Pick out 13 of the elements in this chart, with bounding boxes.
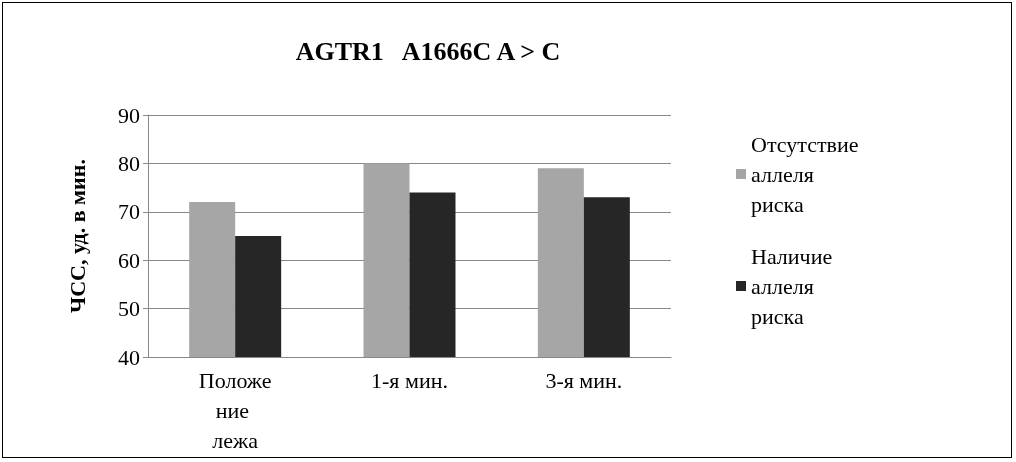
y-tick-label: 40 — [118, 344, 140, 370]
x-tick-label: Положение лежа — [198, 367, 272, 453]
y-tick-label: 90 — [118, 102, 140, 128]
x-tick-label: 3-я мин. — [545, 367, 623, 393]
x-tick-label: 1-я мин. — [371, 367, 448, 393]
y-tick-label: 60 — [118, 247, 140, 273]
y-tick-label: 50 — [118, 296, 140, 322]
chart-title: AGTR1 A1666C A > C — [295, 36, 561, 66]
y-tick-label: 70 — [118, 199, 140, 225]
y-tick-label: 80 — [118, 150, 140, 176]
y-axis-title: ЧСС, уд. в мин. — [64, 159, 90, 313]
legend-label: Наличие аллеля риска — [751, 243, 838, 329]
legend-label: Отсутствие аллеля риска — [751, 131, 864, 217]
